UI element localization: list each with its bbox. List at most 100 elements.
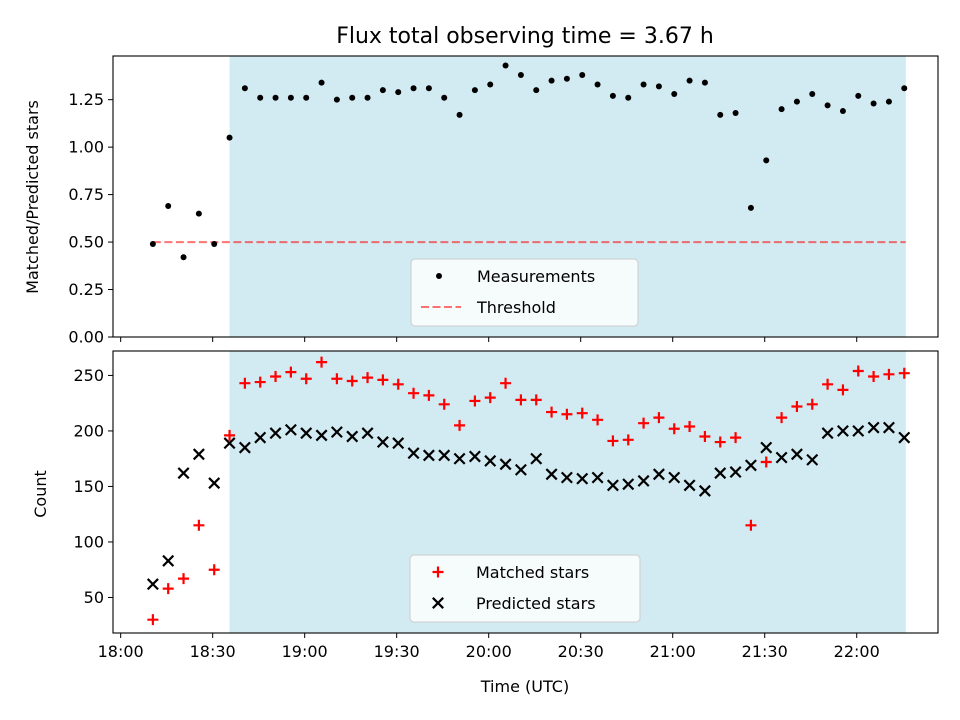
data-point [732,109,739,116]
x-tick-label: 19:00 [282,642,328,661]
data-point [257,94,264,101]
y-tick-label: 0.50 [68,233,104,252]
y-tick-label: 1.25 [68,90,104,109]
data-point [809,90,816,97]
series-measurements [149,62,908,261]
data-point [468,450,481,463]
y-tick-label: 1.00 [68,138,104,157]
data-point [806,453,819,466]
chart-title: Flux total observing time = 3.67 h [336,24,714,49]
data-point [898,367,910,379]
legend-box [409,554,641,623]
data-point [745,519,757,531]
data-point [898,431,911,444]
data-point [576,407,588,419]
y-tick-label: 200 [73,421,104,440]
data-point [625,94,632,101]
y-tick-label: 0.75 [68,185,104,204]
axes-frame [112,55,939,338]
data-point [561,408,573,420]
data-point [822,378,834,390]
data-point [793,98,800,105]
data-point [699,430,711,442]
data-point [901,85,908,92]
data-point [852,424,865,437]
data-point [287,94,294,101]
bottom-y-axis-label: Count [31,470,50,518]
data-point [655,83,662,90]
data-point [548,77,555,84]
data-point [223,437,236,450]
data-point [868,371,880,383]
data-point [546,406,558,418]
data-point [238,441,251,454]
data-point [211,240,218,247]
data-point [469,395,481,407]
data-point [346,375,358,387]
data-point [882,421,895,434]
data-point [432,566,444,578]
data-point [824,102,831,109]
data-point [637,474,650,487]
data-point [408,387,420,399]
data-point [392,437,405,450]
data-point [607,435,619,447]
data-point [285,366,297,378]
data-point [622,478,635,491]
data-point [776,412,788,424]
data-point [162,554,175,567]
data-point [778,106,785,113]
data-point [790,448,803,461]
x-tick-label: 20:00 [466,642,512,661]
y-tick-label: 0.00 [68,328,104,347]
data-point [438,449,451,462]
data-point [379,87,386,94]
series-matched-stars [147,356,910,626]
data-point [606,479,619,492]
data-point [668,423,680,435]
data-point [671,90,678,97]
data-point [638,417,650,429]
data-point [441,94,448,101]
data-point [149,240,156,247]
legend: Matched stars Predicted stars [409,554,641,623]
data-point [502,62,509,69]
data-point [438,398,450,410]
data-point [514,463,527,476]
data-point [714,467,727,480]
data-point [362,372,374,384]
data-point [436,273,442,279]
data-point [349,94,356,101]
data-point [760,441,773,454]
data-point [146,578,159,591]
data-point [456,111,463,118]
data-point [376,436,389,449]
data-point [668,471,681,484]
data-point [330,426,343,439]
data-point [410,85,417,92]
data-point [698,484,711,497]
data-point [208,564,220,576]
data-point [226,134,233,141]
data-point [484,392,496,404]
data-point [744,459,757,472]
data-point [855,92,862,99]
data-point [422,449,435,462]
data-point [730,432,742,444]
data-point [300,427,313,440]
data-point [775,451,788,464]
data-point [254,376,266,388]
x-tick-label: 18:30 [190,642,236,661]
x-tick-label: 21:00 [650,642,696,661]
data-point [162,583,174,595]
data-point [591,471,604,484]
data-point [224,429,236,441]
data-point [852,365,864,377]
data-point [407,447,420,460]
x-tick-label: 20:30 [558,642,604,661]
data-point [530,394,542,406]
data-point [195,210,202,217]
data-point [839,108,846,115]
data-point [395,89,402,96]
data-point [269,427,282,440]
